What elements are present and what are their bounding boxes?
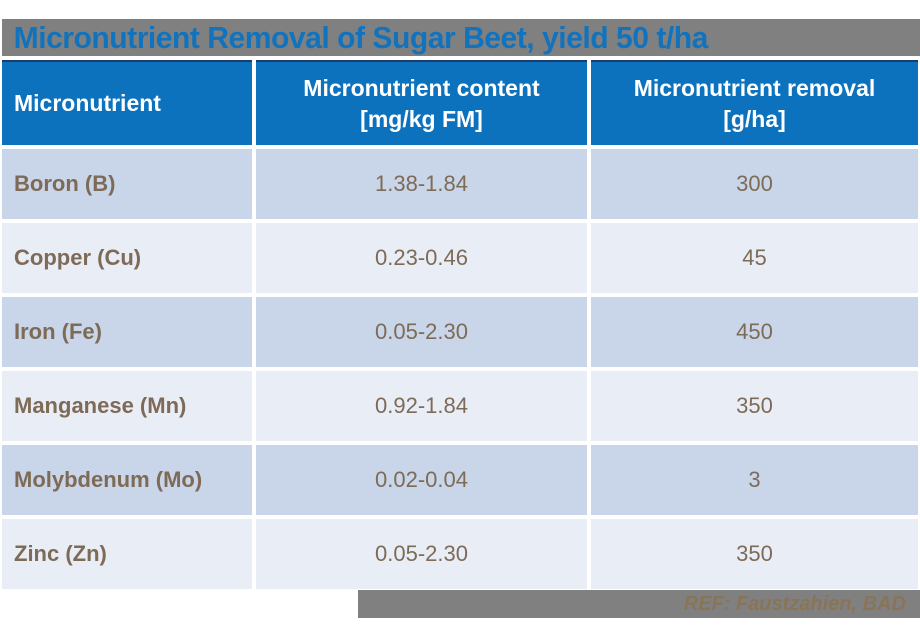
table-row: Boron (B) 1.38-1.84 300	[2, 149, 918, 219]
column-header-content: Micronutrient content [mg/kg FM]	[256, 60, 587, 145]
cell-content: 0.23-0.46	[256, 223, 587, 293]
table-body: Boron (B) 1.38-1.84 300 Copper (Cu) 0.23…	[2, 149, 918, 589]
cell-nutrient: Copper (Cu)	[2, 223, 252, 293]
cell-content: 0.92-1.84	[256, 371, 587, 441]
cell-content: 1.38-1.84	[256, 149, 587, 219]
cell-nutrient: Boron (B)	[2, 149, 252, 219]
column-header-micronutrient: Micronutrient	[2, 60, 252, 145]
table-row: Manganese (Mn) 0.92-1.84 350	[2, 371, 918, 441]
footer-bar: REF: Faustzahien, BAD	[358, 590, 920, 618]
table-row: Zinc (Zn) 0.05-2.30 350	[2, 519, 918, 589]
page-title: Micronutrient Removal of Sugar Beet, yie…	[13, 19, 709, 55]
table-header-row: Micronutrient Micronutrient content [mg/…	[2, 60, 918, 145]
cell-content: 0.02-0.04	[256, 445, 587, 515]
title-bar: Micronutrient Removal of Sugar Beet, yie…	[2, 19, 920, 56]
cell-removal: 300	[591, 149, 918, 219]
column-header-label: Micronutrient	[14, 90, 161, 117]
cell-removal: 3	[591, 445, 918, 515]
cell-content: 0.05-2.30	[256, 297, 587, 367]
table-row: Iron (Fe) 0.05-2.30 450	[2, 297, 918, 367]
column-header-label: Micronutrient removal	[633, 75, 876, 102]
cell-removal: 350	[591, 371, 918, 441]
micronutrient-table: Micronutrient Micronutrient content [mg/…	[2, 60, 918, 593]
cell-nutrient: Zinc (Zn)	[2, 519, 252, 589]
cell-nutrient: Manganese (Mn)	[2, 371, 252, 441]
cell-removal: 450	[591, 297, 918, 367]
column-header-unit: [mg/kg FM]	[360, 105, 483, 132]
table-row: Copper (Cu) 0.23-0.46 45	[2, 223, 918, 293]
reference-text: REF: Faustzahien, BAD	[683, 592, 906, 615]
cell-removal: 45	[591, 223, 918, 293]
column-header-removal: Micronutrient removal [g/ha]	[591, 60, 918, 145]
cell-content: 0.05-2.30	[256, 519, 587, 589]
cell-removal: 350	[591, 519, 918, 589]
table-row: Molybdenum (Mo) 0.02-0.04 3	[2, 445, 918, 515]
cell-nutrient: Molybdenum (Mo)	[2, 445, 252, 515]
cell-nutrient: Iron (Fe)	[2, 297, 252, 367]
column-header-unit: [g/ha]	[723, 105, 786, 132]
column-header-label: Micronutrient content	[303, 75, 540, 102]
